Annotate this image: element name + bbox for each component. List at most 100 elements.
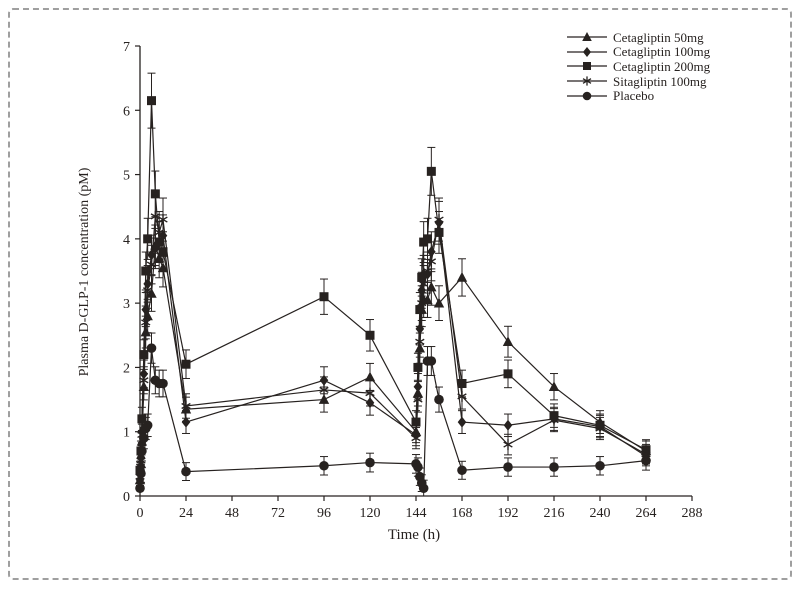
series-cetagliptin-50mg-marker	[433, 297, 445, 308]
y-tick-label: 7	[123, 40, 130, 55]
series-placebo-marker	[365, 457, 375, 468]
series-sitagliptin-100mg-marker	[139, 377, 149, 384]
series-placebo-marker	[549, 462, 559, 472]
y-tick-label: 0	[123, 490, 130, 505]
series-sitagliptin-100mg-marker	[595, 425, 605, 432]
y-tick-label: 5	[123, 169, 130, 184]
x-tick-label: 48	[225, 506, 239, 521]
series-placebo-marker	[137, 446, 147, 456]
series-sitagliptin-100mg-line	[139, 216, 647, 477]
series-placebo-marker	[181, 466, 191, 477]
y-tick-label: 2	[123, 361, 130, 376]
series-cetagliptin-200mg-marker	[141, 266, 151, 276]
legend-item-placebo: Placebo	[566, 88, 710, 103]
series-sitagliptin-100mg-marker	[319, 386, 329, 394]
legend-item-cetagliptin-100mg: Cetagliptin 100mg	[566, 45, 710, 60]
x-tick-label: 96	[317, 506, 331, 521]
x-tick-label: 120	[360, 506, 381, 521]
series-cetagliptin-200mg-marker	[413, 362, 423, 372]
triangle-marker-icon	[567, 32, 607, 42]
asterisk-glyph	[582, 78, 592, 84]
legend-label: Cetagliptin 200mg	[613, 58, 711, 74]
circle-glyph	[582, 91, 592, 100]
series-placebo-marker	[641, 455, 651, 466]
series-cetagliptin-200mg-marker	[426, 166, 436, 176]
series-cetagliptin-200mg-marker	[139, 350, 149, 360]
square-glyph	[583, 62, 591, 71]
series-cetagliptin-50mg-marker	[456, 271, 468, 282]
series-cetagliptin-50mg-marker	[364, 371, 376, 382]
series-placebo-marker	[426, 356, 437, 366]
x-tick-label: 144	[406, 506, 427, 521]
y-tick-label: 3	[123, 297, 130, 312]
diamond-glyph	[583, 46, 591, 57]
asterisk-marker-icon	[567, 76, 607, 86]
series-placebo-marker	[319, 460, 329, 471]
series-sitagliptin-100mg-marker	[426, 258, 437, 265]
x-tick-label: 192	[498, 506, 519, 521]
series-placebo-marker	[418, 483, 429, 494]
series-cetagliptin-200mg-marker	[319, 292, 329, 302]
series-cetagliptin-50mg-marker	[426, 281, 437, 292]
series-cetagliptin-200mg-marker	[143, 234, 153, 244]
series-placebo-marker	[595, 460, 605, 471]
series-placebo-marker	[136, 468, 146, 479]
series-cetagliptin-100mg-marker	[181, 416, 191, 428]
series-cetagliptin-50mg-marker	[548, 381, 560, 392]
x-axis-title: Time (h)	[388, 527, 440, 543]
x-tick-label: 288	[682, 506, 703, 521]
series-placebo-marker	[139, 433, 149, 443]
legend-label: Sitagliptin 100mg	[613, 73, 707, 89]
x-tick-label: 216	[544, 506, 565, 521]
y-tick-label: 6	[123, 104, 130, 119]
series-cetagliptin-200mg-line	[139, 100, 647, 471]
series-sitagliptin-100mg-marker	[413, 396, 423, 403]
series-cetagliptin-50mg-marker	[502, 336, 514, 347]
series-placebo-marker	[158, 378, 168, 389]
series-sitagliptin-100mg-marker	[411, 435, 421, 442]
series-placebo-marker	[142, 420, 153, 431]
series-cetagliptin-200mg-marker	[181, 359, 191, 369]
legend-label: Cetagliptin 50mg	[613, 29, 704, 45]
chart-legend: Cetagliptin 50mg Cetagliptin 100mg Cetagli…	[566, 30, 710, 103]
series-cetagliptin-200mg-marker	[147, 96, 156, 106]
series-sitagliptin-100mg-marker	[418, 280, 429, 287]
series-sitagliptin-100mg-marker	[142, 287, 153, 294]
x-tick-label: 24	[179, 506, 193, 521]
series-placebo-marker	[503, 462, 513, 472]
series-sitagliptin-100mg-marker	[158, 216, 168, 223]
series-cetagliptin-200mg-marker	[417, 272, 427, 282]
series-sitagliptin-100mg-marker	[415, 338, 425, 345]
series-placebo-marker	[434, 394, 444, 405]
legend-item-sitagliptin-100mg: Sitagliptin 100mg	[566, 74, 710, 89]
series-sitagliptin-100mg-marker	[457, 393, 467, 400]
series-cetagliptin-200mg-marker	[150, 189, 160, 199]
x-tick-label: 168	[452, 506, 473, 521]
legend-label: Cetagliptin 100mg	[613, 44, 711, 60]
series-cetagliptin-200mg-marker	[423, 234, 432, 244]
series-sitagliptin-100mg-marker	[422, 267, 433, 275]
series-sitagliptin-100mg-marker	[417, 300, 427, 307]
circle-marker-icon	[567, 91, 607, 100]
series-cetagliptin-200mg-marker	[411, 417, 421, 427]
square-marker-icon	[567, 62, 607, 71]
y-axis-title: Plasma D-GLP-1 concentration (pM)	[77, 167, 92, 376]
series-sitagliptin-100mg-marker	[549, 417, 559, 424]
series-cetagliptin-200mg-marker	[415, 305, 425, 315]
diamond-marker-icon	[567, 46, 607, 57]
series-sitagliptin-100mg-marker	[181, 402, 191, 410]
series-sitagliptin-100mg-marker	[434, 216, 444, 223]
series-placebo-marker	[146, 343, 157, 353]
series-cetagliptin-100mg-marker	[503, 419, 513, 431]
series-placebo-marker	[413, 462, 423, 472]
y-tick-label: 4	[123, 233, 130, 248]
series-sitagliptin-100mg-marker	[146, 261, 157, 268]
series-placebo-marker	[135, 483, 145, 494]
x-tick-label: 264	[636, 506, 657, 521]
series-sitagliptin-100mg-marker	[503, 441, 513, 448]
series-cetagliptin-100mg-line	[139, 222, 647, 474]
series-cetagliptin-50mg-line	[139, 245, 647, 480]
series-placebo-marker	[457, 465, 467, 476]
series-sitagliptin-100mg-marker	[365, 390, 375, 397]
